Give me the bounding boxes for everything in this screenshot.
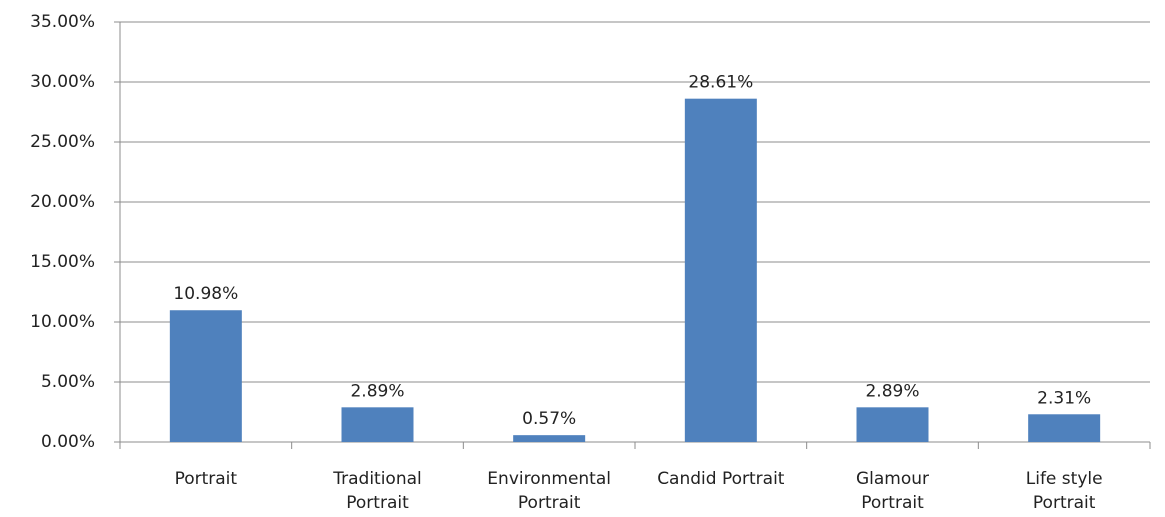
y-tick-label: 30.00% (30, 72, 95, 92)
bar (169, 310, 242, 442)
data-label: 10.98% (173, 284, 238, 304)
x-tick-label: Portrait (174, 469, 238, 489)
data-label: 2.89% (865, 381, 919, 401)
bar (684, 98, 757, 443)
bar (856, 407, 929, 442)
y-tick-label: 35.00% (30, 12, 95, 32)
y-tick-label: 0.00% (41, 432, 95, 452)
bar (1028, 414, 1101, 442)
data-label: 2.31% (1037, 388, 1091, 408)
y-tick-label: 20.00% (30, 192, 95, 212)
data-label: 0.57% (522, 409, 576, 429)
data-label: 2.89% (350, 381, 404, 401)
data-label: 28.61% (688, 73, 753, 93)
bar (341, 407, 414, 442)
y-tick-label: 15.00% (30, 252, 95, 272)
bar (513, 435, 586, 442)
x-tick-label: Life style Portrait (1025, 469, 1103, 513)
x-tick-label: Traditional Portrait (333, 469, 422, 513)
x-tick-label: Environmental Portrait (487, 469, 611, 513)
x-tick-label: Glamour Portrait (855, 469, 930, 513)
x-tick-label: Candid Portrait (657, 469, 785, 489)
y-tick-label: 5.00% (41, 372, 95, 392)
y-tick-label: 10.00% (30, 312, 95, 332)
y-tick-label: 25.00% (30, 132, 95, 152)
